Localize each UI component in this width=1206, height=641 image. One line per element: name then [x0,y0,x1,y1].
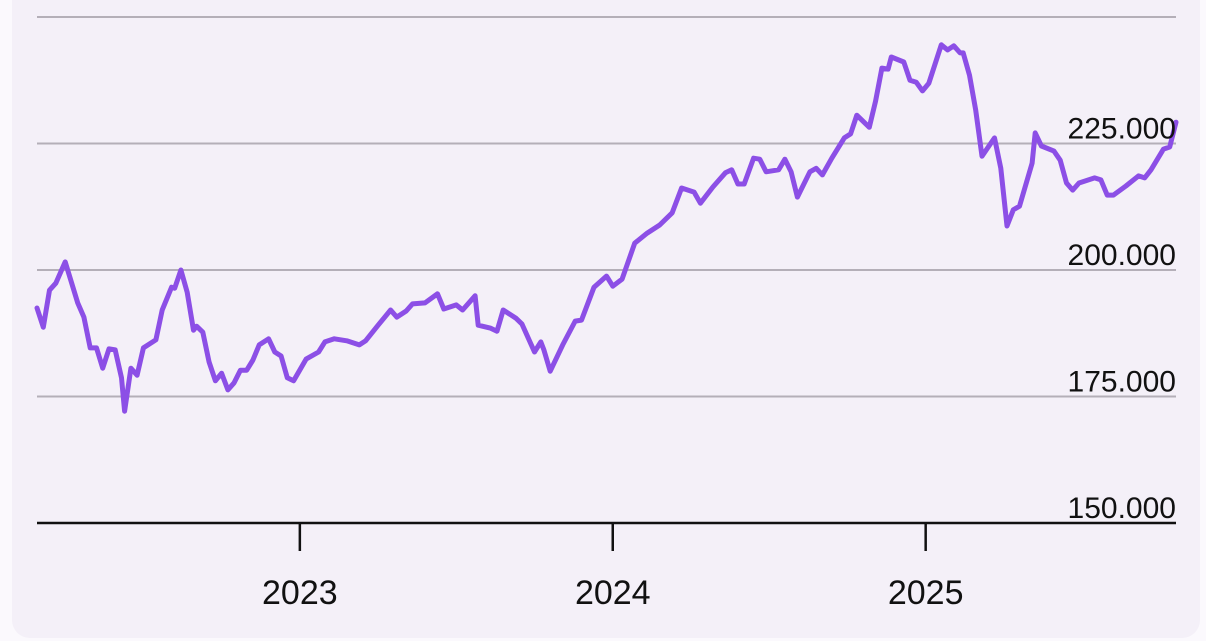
y-tick-label: 150.000 [1068,492,1176,525]
line-series [34,42,1179,414]
x-tick-label: 2024 [575,574,651,612]
y-tick-label: 200.000 [1068,239,1176,272]
x-tick-label: 2023 [262,574,338,612]
x-tick-label: 2025 [888,574,964,612]
y-tick-label: 175.000 [1068,366,1176,399]
y-tick-label: 225.000 [1068,113,1176,146]
card [12,0,1200,638]
